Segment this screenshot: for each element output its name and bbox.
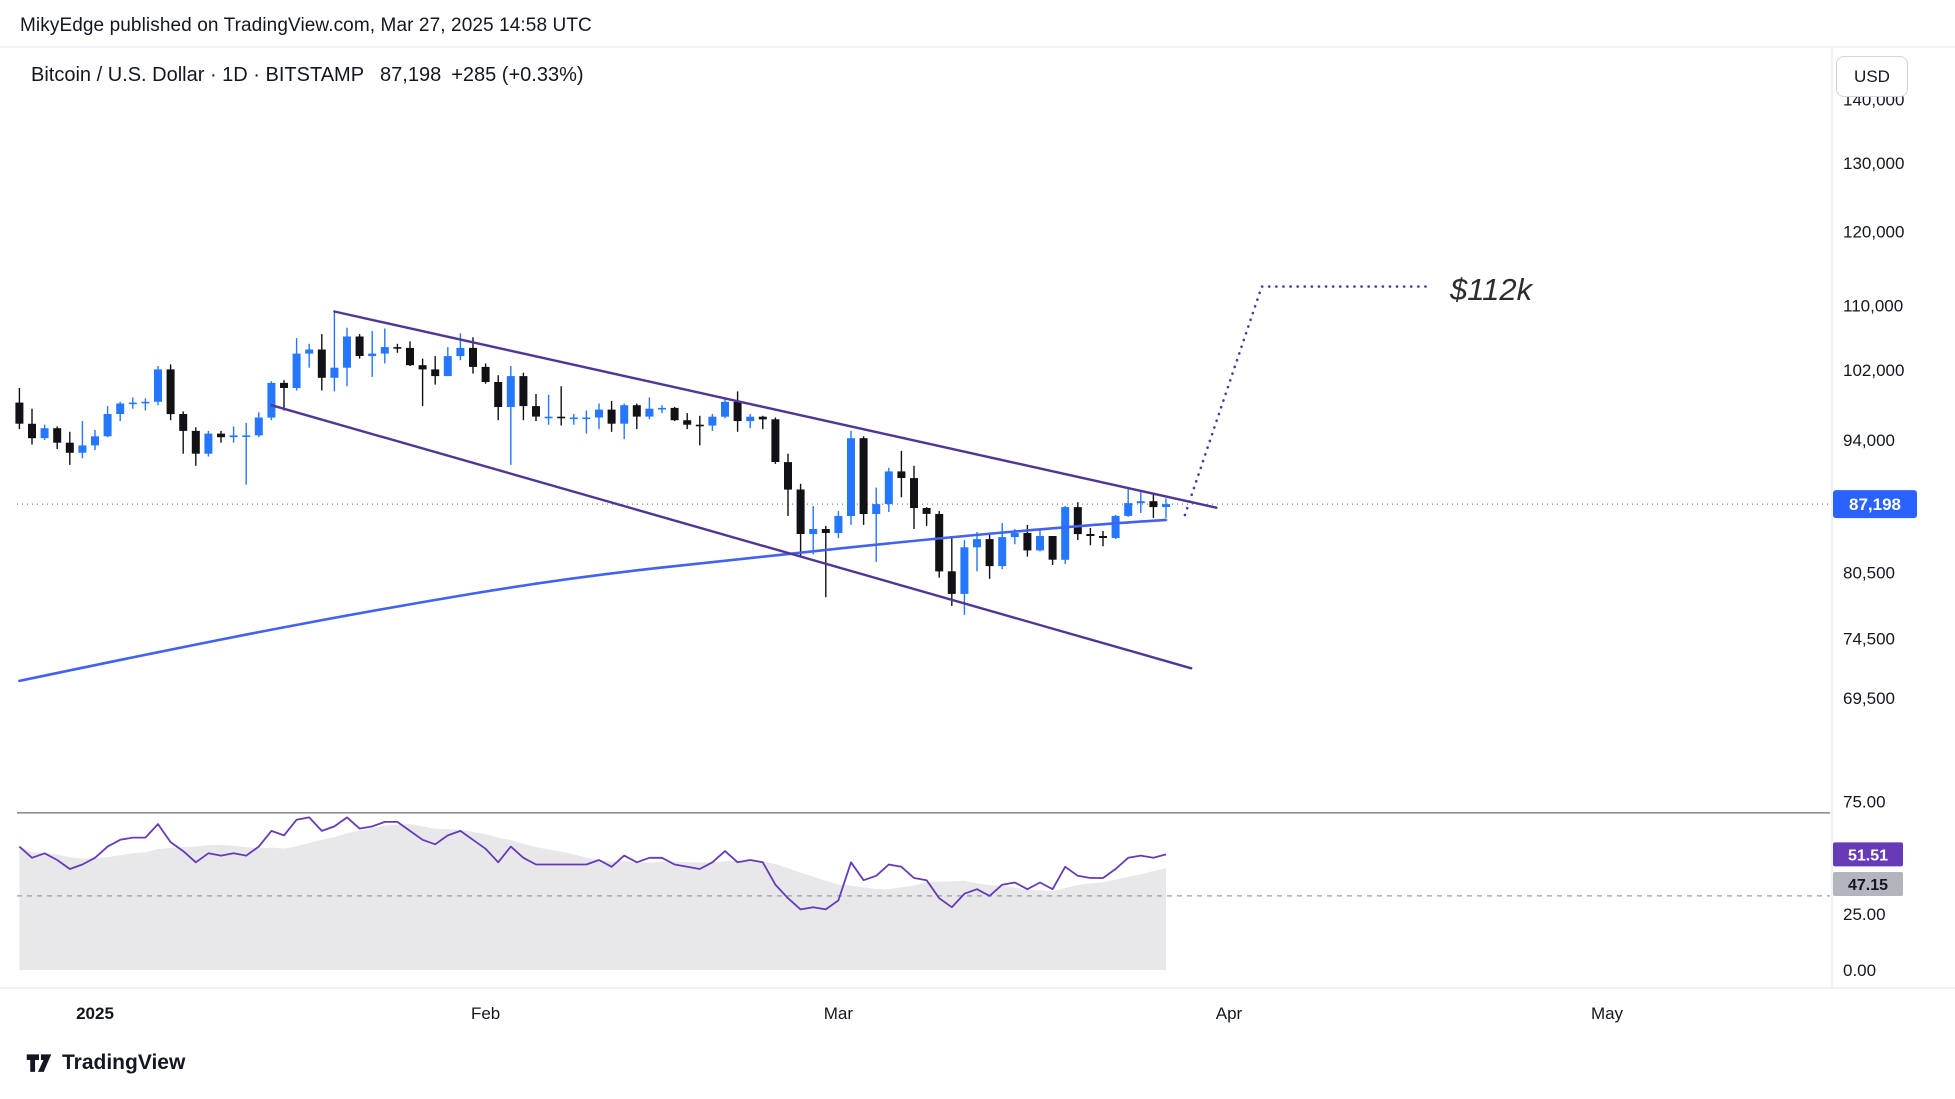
svg-text:May: May <box>1591 1004 1624 1023</box>
price-target-annotation[interactable]: $112k <box>1450 272 1533 307</box>
svg-text:102,000: 102,000 <box>1843 361 1904 380</box>
svg-text:25.00: 25.00 <box>1843 905 1886 924</box>
svg-text:87,198: 87,198 <box>1849 495 1901 514</box>
attribution-text: MikyEdge published on TradingView.com, M… <box>20 15 592 36</box>
currency-toggle-button[interactable]: USD <box>1836 56 1908 97</box>
symbol-name: Bitcoin / U.S. Dollar · 1D · BITSTAMP <box>31 64 365 86</box>
svg-text:2025: 2025 <box>76 1004 114 1023</box>
svg-text:94,000: 94,000 <box>1843 431 1895 450</box>
svg-text:110,000: 110,000 <box>1843 297 1903 316</box>
tradingview-logo-icon[interactable] <box>25 1052 53 1075</box>
last-price: 87,198 <box>380 64 442 86</box>
tradingview-brand[interactable]: TradingView <box>62 1051 186 1074</box>
svg-text:Feb: Feb <box>471 1004 500 1023</box>
svg-text:Apr: Apr <box>1216 1004 1243 1023</box>
symbol-title: Bitcoin / U.S. Dollar · 1D · BITSTAMP 87,… <box>31 64 584 87</box>
svg-text:74,500: 74,500 <box>1843 630 1895 649</box>
svg-text:130,000: 130,000 <box>1843 154 1904 173</box>
svg-text:Mar: Mar <box>824 1004 854 1023</box>
svg-text:0.00: 0.00 <box>1843 961 1876 980</box>
price-change: +285 (+0.33%) <box>451 64 584 86</box>
footer: TradingView <box>25 1051 185 1075</box>
svg-text:69,500: 69,500 <box>1843 689 1895 708</box>
svg-text:75.00: 75.00 <box>1843 793 1886 812</box>
svg-text:80,500: 80,500 <box>1843 563 1895 582</box>
svg-text:120,000: 120,000 <box>1843 222 1904 241</box>
svg-text:47.15: 47.15 <box>1848 877 1888 894</box>
svg-text:51.51: 51.51 <box>1848 847 1888 864</box>
